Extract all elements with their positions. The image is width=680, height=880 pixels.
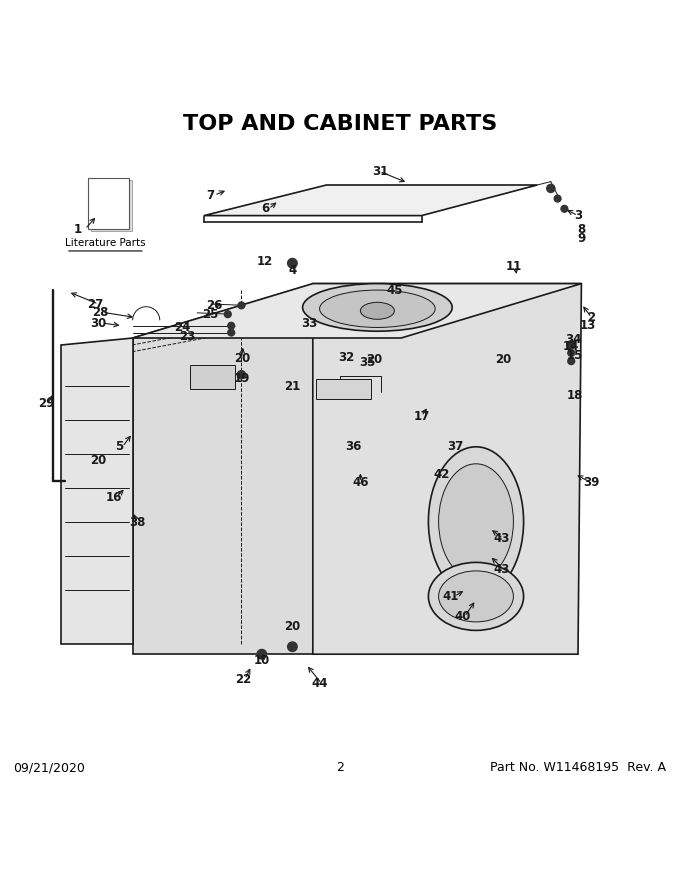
Text: 22: 22 bbox=[235, 673, 252, 686]
Text: 18: 18 bbox=[566, 389, 583, 402]
Text: 44: 44 bbox=[311, 677, 328, 690]
Circle shape bbox=[238, 302, 245, 309]
Polygon shape bbox=[61, 338, 133, 644]
Text: 20: 20 bbox=[495, 353, 511, 366]
Text: 35: 35 bbox=[359, 356, 375, 369]
Text: 31: 31 bbox=[373, 165, 389, 178]
Polygon shape bbox=[204, 185, 537, 216]
Text: 13: 13 bbox=[580, 319, 596, 333]
Text: 26: 26 bbox=[206, 299, 222, 312]
Text: 20: 20 bbox=[90, 454, 107, 467]
Circle shape bbox=[561, 205, 568, 212]
Text: 38: 38 bbox=[129, 517, 146, 530]
Text: 28: 28 bbox=[92, 305, 109, 319]
Circle shape bbox=[554, 195, 561, 202]
Text: 33: 33 bbox=[301, 317, 318, 329]
Text: 09/21/2020: 09/21/2020 bbox=[14, 761, 86, 774]
Text: 45: 45 bbox=[386, 284, 403, 297]
Ellipse shape bbox=[303, 283, 452, 331]
Circle shape bbox=[228, 329, 235, 336]
Text: 14: 14 bbox=[563, 340, 579, 353]
Text: 17: 17 bbox=[413, 410, 430, 422]
Text: 27: 27 bbox=[87, 297, 103, 311]
Text: 43: 43 bbox=[494, 532, 510, 545]
Circle shape bbox=[257, 649, 267, 659]
Text: 15: 15 bbox=[566, 349, 583, 363]
Text: 39: 39 bbox=[583, 476, 600, 489]
Text: 20: 20 bbox=[284, 620, 301, 634]
Polygon shape bbox=[133, 283, 313, 654]
Text: 23: 23 bbox=[180, 330, 196, 343]
Ellipse shape bbox=[320, 290, 435, 327]
Text: 36: 36 bbox=[345, 440, 362, 453]
Text: 5: 5 bbox=[115, 440, 123, 453]
Text: 4: 4 bbox=[288, 263, 296, 276]
Circle shape bbox=[237, 370, 245, 378]
Polygon shape bbox=[313, 283, 581, 654]
Text: 2: 2 bbox=[336, 761, 344, 774]
Text: 2: 2 bbox=[588, 312, 596, 324]
Circle shape bbox=[567, 341, 575, 348]
Text: 1: 1 bbox=[74, 223, 82, 236]
Text: 29: 29 bbox=[38, 398, 54, 410]
Circle shape bbox=[228, 322, 235, 329]
Text: 8: 8 bbox=[577, 223, 585, 236]
Circle shape bbox=[288, 642, 297, 651]
Text: 9: 9 bbox=[577, 231, 585, 245]
Ellipse shape bbox=[428, 447, 524, 597]
Bar bbox=[88, 178, 129, 229]
Circle shape bbox=[568, 349, 575, 356]
Text: 43: 43 bbox=[494, 562, 510, 576]
Text: Part No. W11468195  Rev. A: Part No. W11468195 Rev. A bbox=[490, 761, 666, 774]
Polygon shape bbox=[133, 283, 581, 338]
Text: 19: 19 bbox=[233, 372, 250, 385]
Text: 41: 41 bbox=[443, 590, 459, 603]
Text: Literature Parts: Literature Parts bbox=[65, 238, 146, 248]
Text: 32: 32 bbox=[339, 350, 355, 363]
Text: 24: 24 bbox=[174, 321, 190, 334]
Text: 7: 7 bbox=[207, 188, 215, 202]
Text: 40: 40 bbox=[454, 611, 471, 623]
Text: 6: 6 bbox=[261, 202, 269, 216]
Text: 11: 11 bbox=[505, 260, 522, 273]
Circle shape bbox=[224, 311, 231, 318]
Text: 10: 10 bbox=[254, 655, 270, 668]
Ellipse shape bbox=[439, 464, 513, 579]
Ellipse shape bbox=[360, 303, 394, 319]
Ellipse shape bbox=[439, 571, 513, 622]
Text: 12: 12 bbox=[257, 255, 273, 268]
Text: 20: 20 bbox=[366, 353, 382, 366]
Text: 16: 16 bbox=[106, 491, 122, 504]
Text: 25: 25 bbox=[203, 308, 219, 320]
Text: 42: 42 bbox=[434, 467, 450, 480]
Circle shape bbox=[288, 259, 297, 268]
Text: 21: 21 bbox=[284, 380, 301, 393]
Text: 3: 3 bbox=[574, 209, 582, 222]
Text: 34: 34 bbox=[565, 333, 581, 346]
Text: TOP AND CABINET PARTS: TOP AND CABINET PARTS bbox=[183, 114, 497, 134]
Bar bbox=[316, 378, 371, 400]
Text: 37: 37 bbox=[447, 440, 464, 453]
Text: 46: 46 bbox=[352, 476, 369, 488]
Text: 20: 20 bbox=[234, 352, 250, 365]
Circle shape bbox=[547, 184, 555, 193]
Text: 30: 30 bbox=[90, 317, 107, 329]
Bar bbox=[91, 180, 132, 231]
Ellipse shape bbox=[428, 562, 524, 630]
Bar bbox=[190, 365, 235, 389]
Circle shape bbox=[568, 357, 575, 364]
